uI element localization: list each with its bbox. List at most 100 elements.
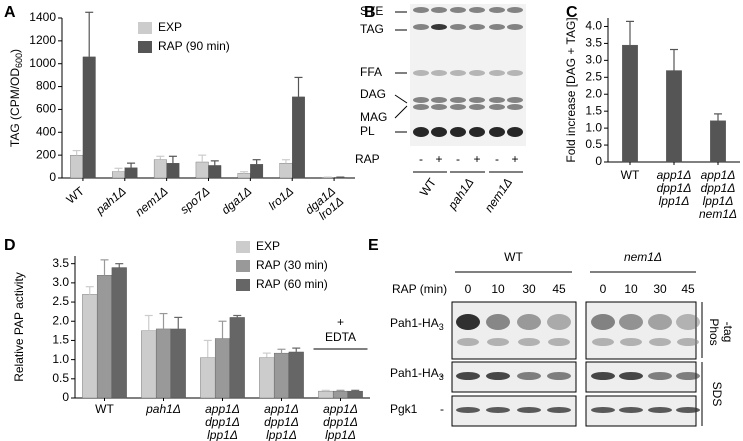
y-tick-label: 1.0: [585, 120, 602, 134]
tlc-spot: [431, 7, 447, 13]
tlc-spot: [413, 104, 429, 110]
error-bar: [144, 314, 153, 331]
bar: [200, 357, 216, 399]
blot-band: [456, 407, 480, 413]
tlc-spot: [469, 127, 485, 137]
tlc-spot: [489, 24, 505, 30]
blot-band: [456, 314, 480, 330]
bar: [124, 167, 138, 179]
blot-band: [457, 338, 479, 346]
tlc-spot: [450, 70, 466, 76]
time-label: 45: [681, 282, 695, 296]
bar: [332, 390, 349, 399]
y-axis-label-part: 600: [14, 53, 24, 68]
annotation: +: [337, 315, 344, 329]
x-tick-label-line: app1Δ: [701, 168, 736, 182]
x-tick-label: WT: [621, 168, 640, 182]
lipid-label: PL: [360, 124, 375, 138]
x-tick-label-line: dga1Δ: [219, 184, 255, 217]
legend-label: EXP: [256, 239, 280, 253]
x-tick-label: WT: [95, 402, 114, 416]
tlc-spot: [489, 127, 505, 137]
row-label: Pah1-HA3: [390, 316, 444, 332]
strain-label: WT: [504, 250, 523, 264]
tlc-plate: [410, 4, 526, 146]
time-label: 10: [624, 282, 638, 296]
error-bar: [670, 48, 678, 71]
time-label: 45: [552, 282, 566, 296]
x-tick-label-line: lpp1Δ: [703, 194, 734, 208]
error-bar: [262, 352, 271, 358]
error-bar: [115, 263, 124, 268]
tlc-spot: [431, 70, 447, 76]
error-bar: [336, 389, 345, 392]
strain-label: pah1Δ: [445, 176, 477, 213]
lipid-label: FFA: [360, 65, 382, 79]
blot: [451, 301, 577, 360]
y-tick-label: 2.5: [52, 294, 69, 308]
y-axis-label: Fold increase [DAG + TAG]: [564, 17, 578, 162]
x-tick-label-line: dpp1Δ: [264, 415, 299, 429]
tlc-spot: [469, 104, 485, 110]
bar: [96, 275, 113, 399]
y-tick-label: 3.0: [585, 53, 602, 67]
bar: [666, 70, 682, 163]
time-label: 30: [522, 282, 536, 296]
x-tick-label-line: pah1Δ: [145, 402, 181, 416]
lipid-label: TAG: [360, 22, 384, 36]
marker: -: [440, 368, 444, 382]
error-bar: [114, 167, 123, 172]
panel-letter: E: [368, 237, 379, 254]
y-tick-label: 2.0: [52, 313, 69, 327]
y-tick-label: 0.5: [52, 371, 69, 385]
legend-swatch: [138, 22, 152, 34]
x-tick-label-line: app1Δ: [657, 168, 692, 182]
y-axis-label-part: TAG (CPM/OD: [8, 68, 22, 147]
bar: [229, 317, 245, 399]
tlc-spot: [450, 104, 466, 110]
panel-letter: A: [4, 4, 16, 21]
blot-band: [548, 338, 570, 346]
y-tick-label: 3.5: [52, 256, 69, 270]
error-bar: [156, 155, 165, 160]
y-tick-label: 4.0: [585, 19, 602, 33]
y-tick-label: 1.0: [52, 352, 69, 366]
blot-band: [592, 338, 614, 346]
x-tick-label-line: lpp1Δ: [207, 428, 238, 441]
gel-label: -tag: [721, 322, 735, 343]
legend-label: RAP (60 min): [256, 277, 328, 291]
x-tick-label: pah1Δ: [145, 402, 181, 416]
rap-label: RAP: [355, 152, 380, 166]
lipid-label: DAG: [360, 87, 386, 101]
blot-band: [619, 372, 643, 380]
time-label: 0: [600, 282, 607, 296]
treatment: +: [473, 152, 480, 166]
tlc-spot: [489, 7, 505, 13]
error-bar: [203, 339, 212, 358]
x-tick-label: pah1Δ: [92, 184, 128, 218]
y-tick-label: 0: [62, 390, 69, 404]
blot-band: [591, 372, 615, 380]
tlc-spot: [469, 97, 485, 103]
tlc-spot: [431, 24, 447, 30]
strain-label: nem1Δ: [482, 176, 515, 215]
tlc-spot: [489, 104, 505, 110]
rap-label: RAP (min): [392, 282, 447, 296]
blot-band: [648, 372, 672, 380]
row-label: Pgk1: [390, 402, 418, 416]
x-tick-label: spo7Δ: [177, 184, 212, 217]
legend-swatch: [236, 279, 250, 291]
time-label: 0: [465, 282, 472, 296]
x-tick-label-line: spo7Δ: [177, 184, 212, 217]
y-tick-label: 800: [36, 79, 56, 93]
y-tick-label: 2.0: [585, 86, 602, 100]
error-bar: [351, 389, 360, 392]
annotation: EDTA: [325, 330, 356, 344]
y-tick-label: 0: [49, 170, 56, 184]
blot-band: [517, 372, 541, 380]
error-bar: [127, 162, 136, 168]
